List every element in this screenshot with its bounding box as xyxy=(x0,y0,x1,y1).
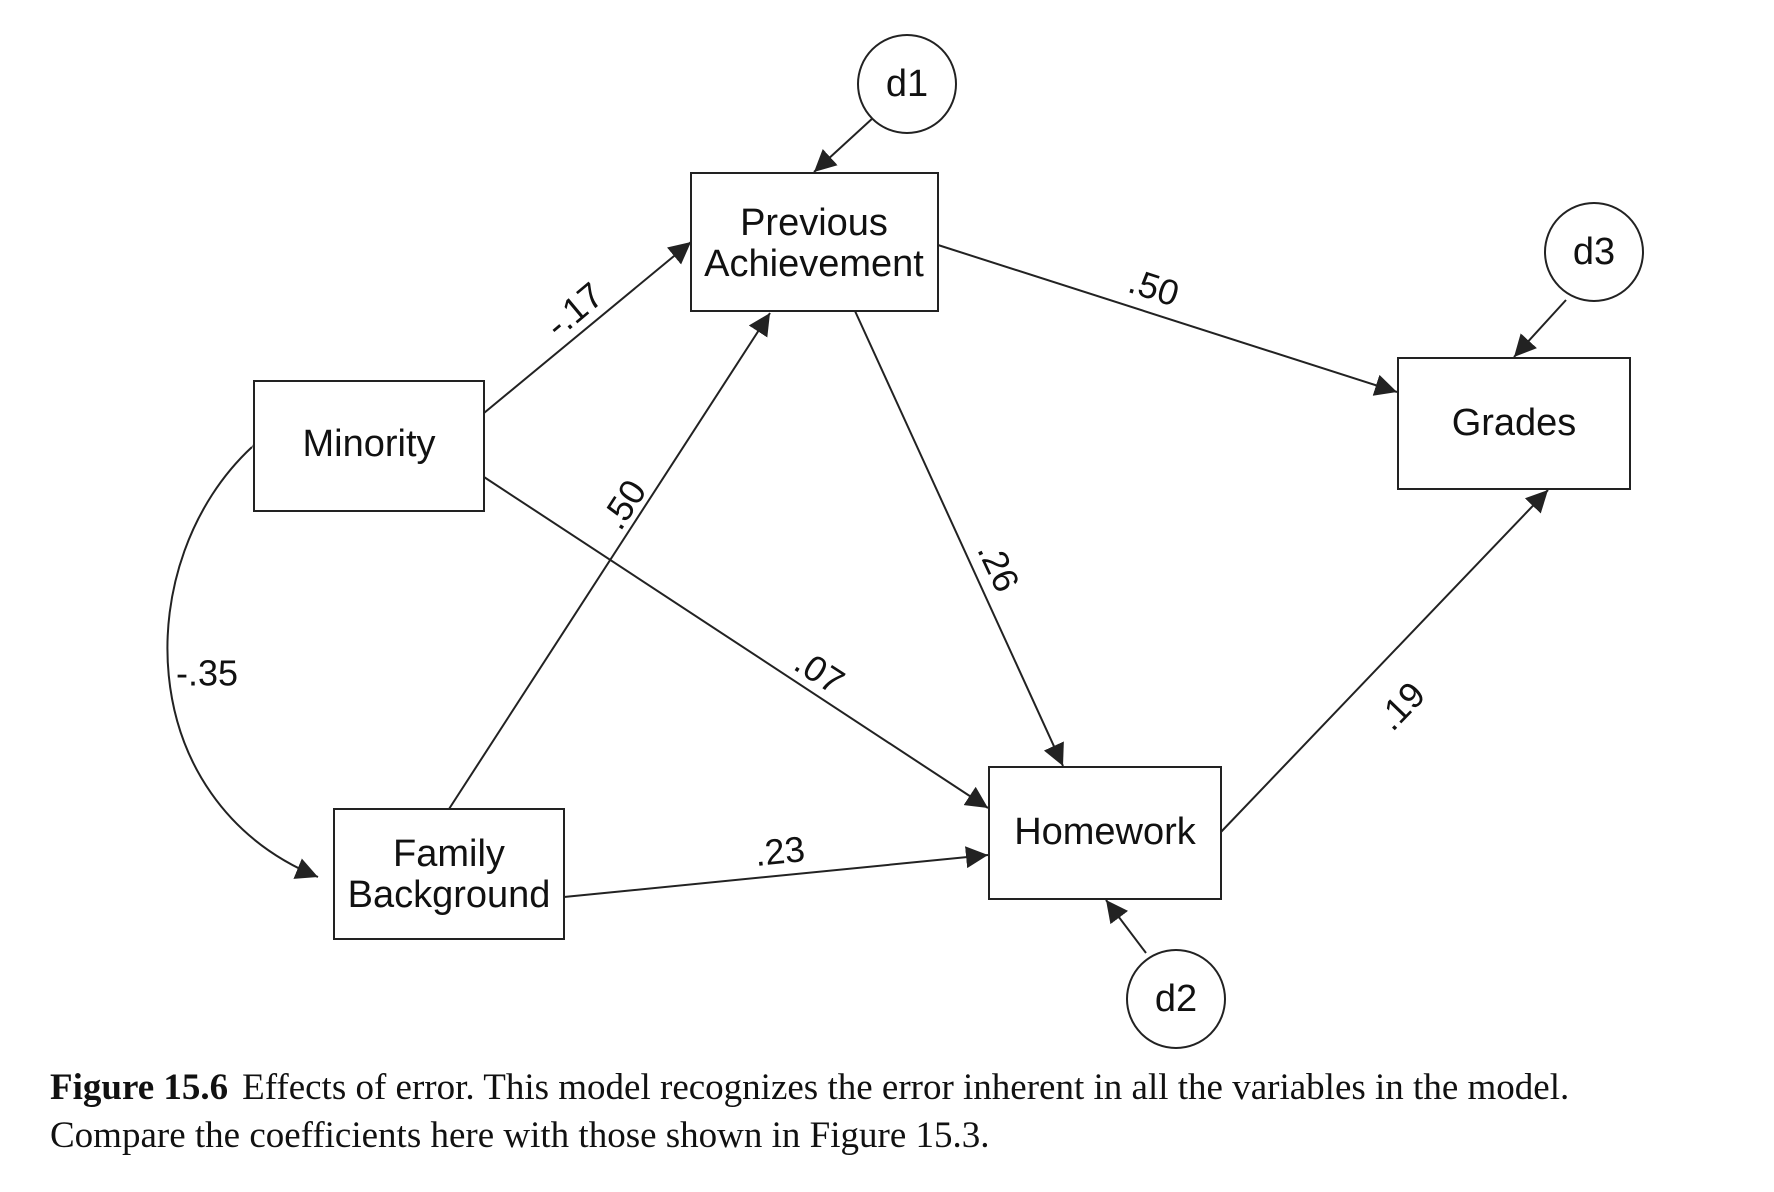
coef-minority-to-homework: .07 xyxy=(787,641,851,703)
disturbance-d2 xyxy=(1126,949,1226,1049)
node-homework xyxy=(988,766,1222,900)
edge-minority-to-homework xyxy=(483,476,989,809)
coef-minority-to-previous-achievement: -.17 xyxy=(537,274,611,345)
coef-family-background-to-previous-achievement: .50 xyxy=(593,472,655,536)
disturbance-d1 xyxy=(857,34,957,134)
disturbance-d3-label: d3 xyxy=(1573,231,1615,273)
edge-previous-achievement-to-grades xyxy=(937,244,1398,396)
edge-minority-to-previous-achievement xyxy=(483,241,692,414)
node-minority xyxy=(253,380,485,512)
edge-d2-to-homework xyxy=(1105,899,1147,954)
coef-previous-achievement-to-homework: .26 xyxy=(970,535,1028,598)
edge-homework-to-grades xyxy=(1219,489,1549,834)
node-grades xyxy=(1397,357,1631,490)
node-family-background-label-line2: Background xyxy=(348,874,551,916)
node-previous-achievement xyxy=(690,172,939,312)
edge-family-background-to-previous-achievement xyxy=(448,312,771,810)
coef-homework-to-grades: .19 xyxy=(1369,674,1433,738)
edge-previous-achievement-to-homework xyxy=(854,310,1064,767)
disturbance-d3 xyxy=(1544,202,1644,302)
caption-line-1: Figure 15.6 Effects of error. This model … xyxy=(50,1064,1750,1112)
coef-family-background-to-homework: .23 xyxy=(753,828,807,874)
coef-minority-family-background-correlation: -.35 xyxy=(176,653,238,694)
node-grades-label: Grades xyxy=(1452,402,1577,444)
disturbance-d2-label: d2 xyxy=(1155,978,1197,1020)
edge-d1-to-previous-achievement xyxy=(813,116,875,173)
caption-figure-label: Figure 15.6 xyxy=(50,1067,229,1108)
node-previous-achievement-label-line1: Previous xyxy=(740,202,888,244)
caption-text-line-2: Compare the coefficients here with those… xyxy=(50,1115,990,1156)
node-family-background-label-line1: Family xyxy=(393,833,505,875)
figure-caption: Figure 15.6 Effects of error. This model … xyxy=(50,1064,1750,1160)
coef-previous-achievement-to-grades: .50 xyxy=(1124,260,1184,314)
caption-text-line-1: Effects of error. This model recognizes … xyxy=(242,1067,1570,1108)
node-previous-achievement-label-line2: Achievement xyxy=(704,243,924,285)
edge-d3-to-grades xyxy=(1513,299,1567,358)
node-minority-label: Minority xyxy=(302,423,435,465)
edge-minority-family-background-correlation xyxy=(166,423,319,879)
node-homework-label: Homework xyxy=(1014,811,1197,853)
node-family-background xyxy=(333,808,565,940)
disturbance-d1-label: d1 xyxy=(886,63,928,105)
edge-family-background-to-homework xyxy=(563,846,989,898)
